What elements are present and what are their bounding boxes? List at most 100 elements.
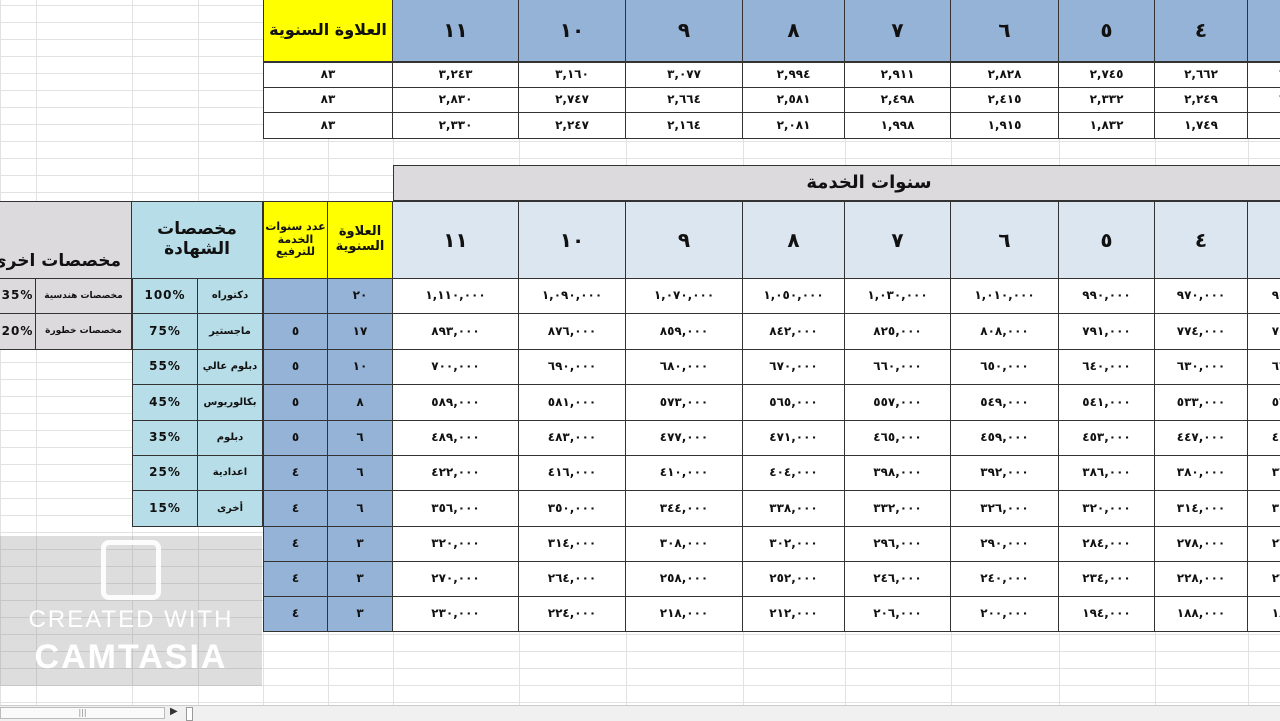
promotion-years-cell[interactable]: ٥ [263,385,328,421]
certificate-percent[interactable]: 25% [132,456,198,491]
top-value-cell[interactable]: ٢,٦٦٤ [626,88,743,113]
salary-cell[interactable]: ٢٠٠,٠٠٠ [951,597,1059,632]
top-value-cell[interactable]: ٢,٧٤٥ [1059,62,1155,88]
salary-cell[interactable]: ٢٢٢,٠٠٠ [1248,562,1280,597]
salary-cell[interactable]: ٤٥٩,٠٠٠ [951,421,1059,456]
top-value-cell[interactable]: ٢,٣٣٠ [393,113,519,139]
salary-cell[interactable]: ٣٨٦,٠٠٠ [1059,456,1155,491]
salary-cell[interactable]: ٤٤٧,٠٠٠ [1155,421,1248,456]
year-header[interactable]: ٩ [626,201,743,279]
salary-cell[interactable]: ٦٧٠,٠٠٠ [743,350,845,385]
annual-cell[interactable]: ١٧ [328,314,393,350]
spreadsheet-grid[interactable]: العلاوة السنوية١١١٠٩٨٧٦٥٤٣٨٣٣,٢٤٣٣,١٦٠٣,… [0,0,1280,705]
salary-cell[interactable]: ٨٠٨,٠٠٠ [951,314,1059,350]
promotion-years-cell[interactable]: ٥ [263,350,328,385]
salary-cell[interactable]: ٣٤٤,٠٠٠ [626,491,743,527]
salary-cell[interactable]: ٥٥٧,٠٠٠ [845,385,951,421]
annual-cell[interactable]: ٦ [328,491,393,527]
salary-cell[interactable]: ١,٠١٠,٠٠٠ [951,279,1059,314]
salary-cell[interactable]: ١٩٤,٠٠٠ [1059,597,1155,632]
salary-cell[interactable]: ٩٥٠,٠٠٠ [1248,279,1280,314]
salary-cell[interactable]: ٢٣٤,٠٠٠ [1059,562,1155,597]
salary-cell[interactable]: ٤٢٢,٠٠٠ [393,456,519,491]
salary-cell[interactable]: ٣٠٢,٠٠٠ [743,527,845,562]
top-year-header[interactable]: ٣ [1248,0,1280,62]
top-value-cell[interactable]: ١,٦٦٦ [1248,113,1280,139]
salary-cell[interactable]: ٣١٤,٠٠٠ [519,527,626,562]
top-year-header[interactable]: ٥ [1059,0,1155,62]
certificate-label[interactable]: ماجستير [198,314,263,350]
top-value-cell[interactable]: ٢,٥٧٩ [1248,62,1280,88]
top-annual-cell[interactable]: ٨٣ [263,62,393,88]
section-title[interactable]: سنوات الخدمة [393,165,1280,201]
salary-cell[interactable]: ٨٤٢,٠٠٠ [743,314,845,350]
salary-cell[interactable]: ٦٤٠,٠٠٠ [1059,350,1155,385]
top-value-cell[interactable]: ٢,١٦٤ [626,113,743,139]
certificate-label[interactable]: أخرى [198,491,263,527]
salary-cell[interactable]: ٥٣٣,٠٠٠ [1155,385,1248,421]
top-annual-cell[interactable]: ٨٣ [263,113,393,139]
certificate-label[interactable]: دبلوم [198,421,263,456]
salary-cell[interactable]: ١,٠٣٠,٠٠٠ [845,279,951,314]
top-year-header[interactable]: ٩ [626,0,743,62]
certificate-percent[interactable]: 75% [132,314,198,350]
annual-cell[interactable]: ٦ [328,421,393,456]
certificate-percent[interactable]: 45% [132,385,198,421]
annual-cell[interactable]: ٣ [328,562,393,597]
certificate-label[interactable]: اعدادية [198,456,263,491]
promotion-years-cell[interactable]: ٤ [263,597,328,632]
top-value-cell[interactable]: ٢,٠٨١ [743,113,845,139]
salary-cell[interactable]: ٤١٠,٠٠٠ [626,456,743,491]
top-year-header[interactable]: ١٠ [519,0,626,62]
salary-cell[interactable]: ٩٧٠,٠٠٠ [1155,279,1248,314]
scrollbar-thumb[interactable]: ||| [0,707,165,719]
salary-cell[interactable]: ٣٥٠,٠٠٠ [519,491,626,527]
certificate-label[interactable]: بكالوريوس [198,385,263,421]
salary-cell[interactable]: ٢٢٤,٠٠٠ [519,597,626,632]
salary-cell[interactable]: ٩٩٠,٠٠٠ [1059,279,1155,314]
salary-cell[interactable]: ٥٢٥,٠٠٠ [1248,385,1280,421]
annual-cell[interactable]: ٢٠ [328,279,393,314]
top-value-cell[interactable]: ٢,٤٩٨ [845,88,951,113]
certificate-label[interactable]: دبلوم عالي [198,350,263,385]
top-annual-cell[interactable]: ٨٣ [263,88,393,113]
top-value-cell[interactable]: ١,٨٣٢ [1059,113,1155,139]
salary-cell[interactable]: ٨٧٦,٠٠٠ [519,314,626,350]
top-value-cell[interactable]: ١,٩٩٨ [845,113,951,139]
horizontal-scrollbar[interactable]: ||| ▶ [0,705,1280,721]
salary-cell[interactable]: ٢٤٠,٠٠٠ [951,562,1059,597]
salary-cell[interactable]: ٦٦٠,٠٠٠ [845,350,951,385]
salary-cell[interactable]: ٣٩٢,٠٠٠ [951,456,1059,491]
top-year-header[interactable]: ٨ [743,0,845,62]
salary-cell[interactable]: ٢٥٢,٠٠٠ [743,562,845,597]
annual-cell[interactable]: ٣ [328,527,393,562]
annual-cell[interactable]: ٨ [328,385,393,421]
salary-cell[interactable]: ٢٦٤,٠٠٠ [519,562,626,597]
salary-cell[interactable]: ٣٠٨,٠٠٠ [1248,491,1280,527]
salary-cell[interactable]: ٣٢٠,٠٠٠ [393,527,519,562]
top-value-cell[interactable]: ٢,٦٦٢ [1155,62,1248,88]
top-year-header[interactable]: ٦ [951,0,1059,62]
promotion-years-header[interactable]: عدد سنوات الخدمة للترفيع [263,201,328,279]
salary-cell[interactable]: ٥٤١,٠٠٠ [1059,385,1155,421]
salary-cell[interactable]: ٥٨١,٠٠٠ [519,385,626,421]
promotion-years-cell[interactable]: ٤ [263,491,328,527]
year-header[interactable]: ٦ [951,201,1059,279]
promotion-years-cell[interactable]: ٥ [263,421,328,456]
certificate-percent[interactable]: 55% [132,350,198,385]
salary-cell[interactable]: ٨٥٩,٠٠٠ [626,314,743,350]
salary-cell[interactable]: ٣٧٤,٠٠٠ [1248,456,1280,491]
salary-cell[interactable]: ٢٠٦,٠٠٠ [845,597,951,632]
top-value-cell[interactable]: ٢,٤١٥ [951,88,1059,113]
certificate-percent[interactable]: 35% [132,421,198,456]
top-value-cell[interactable]: ٣,١٦٠ [519,62,626,88]
salary-cell[interactable]: ٤٧٧,٠٠٠ [626,421,743,456]
annual-cell[interactable]: ٣ [328,597,393,632]
salary-cell[interactable]: ٧٠٠,٠٠٠ [393,350,519,385]
salary-cell[interactable]: ٥٨٩,٠٠٠ [393,385,519,421]
top-year-header[interactable]: ٧ [845,0,951,62]
salary-cell[interactable]: ٥٤٩,٠٠٠ [951,385,1059,421]
salary-cell[interactable]: ١,١١٠,٠٠٠ [393,279,519,314]
salary-cell[interactable]: ٣٥٦,٠٠٠ [393,491,519,527]
salary-cell[interactable]: ١,٠٧٠,٠٠٠ [626,279,743,314]
